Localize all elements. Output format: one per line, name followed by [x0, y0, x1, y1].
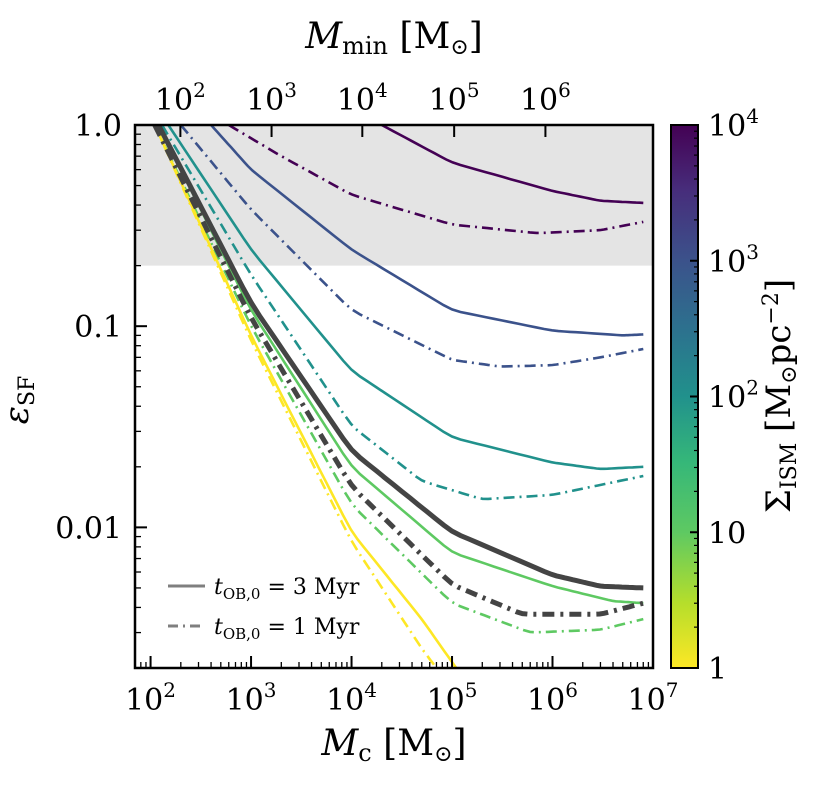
series-line-4	[167, 125, 644, 471]
top-tick-label: 106	[520, 78, 571, 118]
top-tick-label: 104	[337, 78, 388, 118]
series-line-0	[381, 125, 644, 205]
colorbar-tick-label: 1	[708, 652, 727, 687]
series-line-7	[153, 125, 644, 634]
x-tick-label: 104	[326, 678, 377, 718]
y-tick-label: 1.0	[74, 109, 122, 144]
x-tick-label: 106	[527, 678, 578, 718]
series-line-8	[153, 125, 458, 668]
x-tick-label: 105	[427, 678, 478, 718]
series-line-10	[156, 125, 644, 591]
top-tick-label: 103	[246, 78, 297, 118]
legend-label-1myr: tOB,0 = 1 Myr	[214, 615, 360, 643]
top-tick-label: 102	[155, 78, 206, 118]
legend: tOB,0 = 3 Myr tOB,0 = 1 Myr	[168, 575, 360, 643]
colorbar-tick-label: 102	[708, 376, 759, 416]
legend-label-3myr: tOB,0 = 3 Myr	[214, 575, 360, 603]
top-axis-label: Mmin [M⊙]	[304, 16, 483, 60]
x-tick-label: 107	[628, 678, 679, 718]
y-axis-label: εSF	[0, 376, 40, 425]
series-line-5	[160, 125, 644, 501]
colorbar-tick-label: 10	[708, 516, 746, 551]
colorbar-tick-label: 104	[708, 104, 759, 144]
series-line-11	[152, 125, 644, 617]
series-line-2	[210, 125, 644, 337]
series-line-1	[228, 125, 644, 235]
plot-frame	[133, 123, 655, 670]
y-tick-label: 0.1	[74, 310, 122, 345]
colorbar-label: ΣISM [M⊙pc−2]	[759, 279, 802, 513]
series-line-6	[157, 125, 644, 605]
colorbar-tick-label: 103	[708, 240, 759, 280]
x-tick-label: 102	[125, 678, 176, 718]
x-tick-label: 103	[226, 678, 277, 718]
y-tick-label: 0.01	[55, 511, 122, 546]
x-axis-label: Mc [M⊙]	[320, 723, 466, 767]
top-tick-label: 105	[429, 78, 480, 118]
